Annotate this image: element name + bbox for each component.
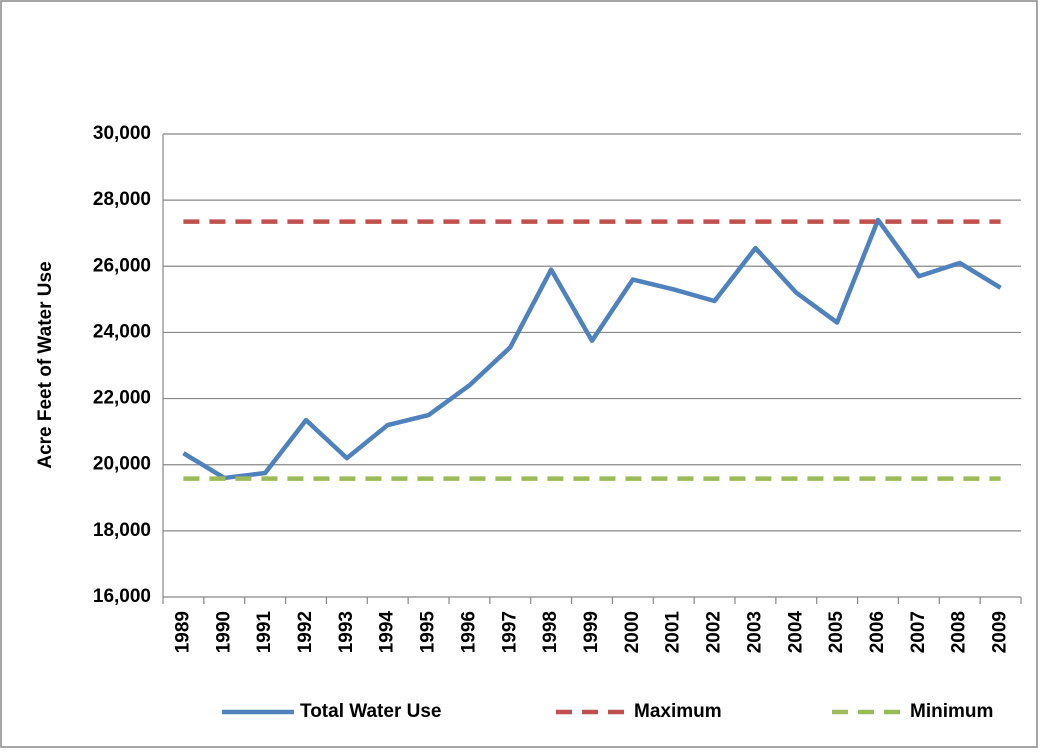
y-tick-label: 18,000 [93,520,151,541]
x-tick-label: 1991 [254,611,275,654]
y-tick-label: 24,000 [93,321,151,342]
x-tick-label: 2003 [744,611,765,653]
x-tick-label: 2004 [785,611,806,654]
x-tick-label: 1998 [540,611,561,653]
y-tick-label: 16,000 [93,586,151,607]
y-tick-label: 30,000 [93,123,151,144]
x-tick-label: 2000 [622,611,643,653]
x-tick-label: 2008 [949,611,970,653]
x-tick-label: 1989 [172,611,193,653]
legend-label: Minimum [910,701,993,722]
y-tick-label: 26,000 [93,255,151,276]
x-tick-label: 1999 [581,611,602,653]
y-tick-label: 20,000 [93,454,151,475]
x-tick-label: 1995 [418,611,439,654]
x-tick-label: 1994 [377,611,398,654]
y-axis-label: Acre Feet of Water Use [35,261,56,468]
x-tick-label: 2005 [826,611,847,654]
series-line [182,217,1002,481]
x-tick-label: 2007 [908,611,929,653]
x-tick-label: 1996 [458,611,479,653]
x-tick-label: 2006 [867,611,888,653]
y-tick-label: 28,000 [93,189,151,210]
x-tick-label: 2009 [990,611,1011,653]
x-tick-label: 1992 [295,611,316,653]
y-tick-label: 22,000 [93,388,151,409]
x-tick-label: 2001 [663,611,684,654]
x-tick-label: 1993 [336,611,357,653]
legend-label: Maximum [634,701,722,722]
x-tick-label: 2002 [704,611,725,653]
x-tick-label: 1997 [499,611,520,653]
x-tick-label: 1990 [213,611,234,653]
legend-label: Total Water Use [300,701,441,722]
